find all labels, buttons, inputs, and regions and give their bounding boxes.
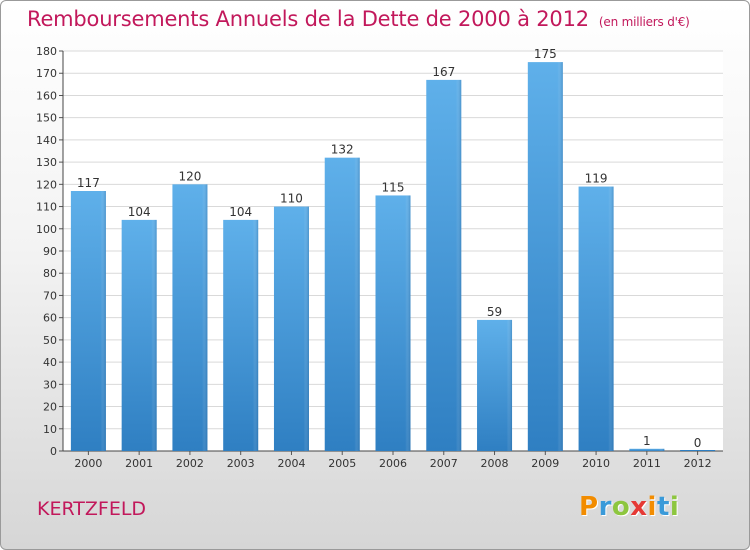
x-tick-label: 2011 <box>633 457 661 470</box>
y-tick-label: 60 <box>43 312 57 325</box>
bar-value-label: 167 <box>432 65 455 79</box>
x-tick-label: 2012 <box>684 457 712 470</box>
bar-shade-2009 <box>527 62 563 451</box>
bar-shade-2003 <box>223 219 259 451</box>
logo-letter: r <box>598 492 612 522</box>
logo-letter: i <box>669 492 680 522</box>
logo-letter: x <box>630 492 648 522</box>
bar-shade-2011 <box>629 448 665 451</box>
bar-shade-2000 <box>70 191 106 451</box>
y-tick-label: 120 <box>36 178 57 191</box>
x-tick-label: 2006 <box>379 457 407 470</box>
logo-letter: t <box>656 492 670 522</box>
bar-shade-2010 <box>578 186 614 452</box>
logo-letter: P <box>579 492 599 522</box>
y-tick-label: 130 <box>36 156 57 169</box>
chart-title: Remboursements Annuels de la Dette de 20… <box>27 7 690 31</box>
y-tick-label: 110 <box>36 201 57 214</box>
y-tick-label: 40 <box>43 356 57 369</box>
y-tick-label: 0 <box>50 445 57 458</box>
x-tick-label: 2005 <box>328 457 356 470</box>
bar-value-label: 115 <box>382 180 405 194</box>
bar-value-label: 117 <box>77 176 100 190</box>
logo-letter: o <box>611 492 631 522</box>
bar-shade-2004 <box>273 206 309 451</box>
y-tick-label: 140 <box>36 134 57 147</box>
chart-title-text: Remboursements Annuels de la Dette de 20… <box>27 7 589 31</box>
x-tick-label: 2008 <box>481 457 509 470</box>
bar-value-label: 0 <box>694 436 702 450</box>
logo-letter: i <box>647 492 657 522</box>
y-tick-label: 170 <box>36 67 57 80</box>
y-tick-label: 70 <box>43 289 57 302</box>
x-tick-label: 2003 <box>227 457 255 470</box>
x-tick-label: 2000 <box>74 457 102 470</box>
bar-value-label: 175 <box>534 47 557 61</box>
y-tick-label: 150 <box>36 112 57 125</box>
bar-value-label: 132 <box>331 143 354 157</box>
y-tick-label: 20 <box>43 401 57 414</box>
y-tick-label: 160 <box>36 89 57 102</box>
y-tick-label: 80 <box>43 267 57 280</box>
x-tick-label: 2010 <box>582 457 610 470</box>
x-tick-label: 2007 <box>430 457 458 470</box>
x-tick-label: 2004 <box>277 457 305 470</box>
y-tick-label: 10 <box>43 423 57 436</box>
commune-name: KERTZFELD <box>37 498 147 520</box>
y-tick-label: 90 <box>43 245 57 258</box>
bar-value-label: 119 <box>585 172 608 186</box>
x-tick-label: 2009 <box>531 457 559 470</box>
y-tick-label: 50 <box>43 334 57 347</box>
y-tick-label: 30 <box>43 378 57 391</box>
bar-shade-2001 <box>121 219 157 451</box>
bar-value-label: 104 <box>128 205 151 219</box>
x-tick-label: 2001 <box>125 457 153 470</box>
chart-unit: (en milliers d'€) <box>598 15 690 29</box>
bar-value-label: 104 <box>229 205 252 219</box>
bar-value-label: 59 <box>487 305 502 319</box>
bar-value-label: 120 <box>178 169 201 183</box>
bar-shade-2002 <box>172 184 208 452</box>
y-tick-label: 100 <box>36 223 57 236</box>
bar-value-label: 1 <box>643 434 651 448</box>
x-tick-label: 2002 <box>176 457 204 470</box>
y-tick-label: 180 <box>36 45 57 58</box>
bar-shade-2008 <box>477 319 513 451</box>
bar-value-label: 110 <box>280 192 303 206</box>
bar-shade-2007 <box>426 79 462 451</box>
bar-shade-2005 <box>324 157 360 451</box>
bar-shade-2006 <box>375 195 411 451</box>
proxiti-logo: Proxiti <box>579 492 679 522</box>
